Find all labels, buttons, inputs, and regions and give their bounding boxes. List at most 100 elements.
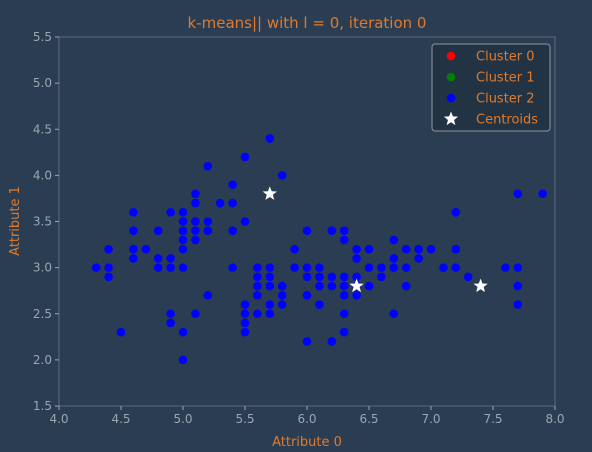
cluster-2-point xyxy=(265,309,275,319)
cluster-2-point xyxy=(277,281,287,291)
cluster-2-point xyxy=(253,281,262,291)
cluster-2-point xyxy=(538,189,547,199)
cluster-2-point xyxy=(203,291,213,300)
cluster-2-point xyxy=(389,309,399,319)
cluster-2-point xyxy=(178,244,188,254)
y-tick-label: 2.5 xyxy=(33,307,52,321)
cluster-2-point xyxy=(414,254,423,263)
cluster-2-point xyxy=(191,235,200,245)
y-tick-label: 4.5 xyxy=(33,122,52,136)
cluster-2-point xyxy=(277,300,287,309)
cluster-2-point xyxy=(315,272,324,282)
cluster-2-point xyxy=(414,244,423,254)
cluster-2-point xyxy=(364,281,374,291)
centroid-star xyxy=(262,186,277,200)
cluster-2-point xyxy=(327,337,337,346)
cluster-2-point xyxy=(265,134,275,143)
centroid-star xyxy=(473,278,488,293)
x-axis-label: Attribute 0 xyxy=(272,435,342,450)
cluster-2-point xyxy=(166,263,175,272)
cluster-2-point xyxy=(178,263,188,272)
cluster-2-point xyxy=(327,272,337,282)
cluster-2-point xyxy=(104,244,113,254)
x-tick-label: 6.0 xyxy=(297,412,316,426)
cluster-2-point xyxy=(401,244,411,254)
cluster-2-point xyxy=(253,263,262,272)
cluster-2-point xyxy=(191,226,200,236)
cluster-2-point xyxy=(513,263,523,272)
cluster-2-point xyxy=(129,254,138,263)
cluster-2-point xyxy=(339,309,349,319)
cluster-2-point xyxy=(463,272,473,282)
cluster-2-point xyxy=(228,263,237,272)
y-tick-label: 5.5 xyxy=(33,30,52,44)
cluster-2-point xyxy=(277,171,287,180)
cluster-2-point xyxy=(439,263,448,272)
cluster-2-point xyxy=(352,254,361,263)
legend-label-cluster-0: Cluster 0 xyxy=(476,50,535,65)
cluster-2-point xyxy=(389,254,399,263)
cluster-2-point xyxy=(339,291,349,300)
y-tick-label: 3.5 xyxy=(33,215,52,229)
cluster-2-point xyxy=(315,281,324,291)
cluster-2-point xyxy=(290,263,299,272)
cluster-2-point xyxy=(501,263,510,272)
cluster-2-point xyxy=(377,263,386,272)
cluster-2-point xyxy=(451,244,461,254)
cluster-2-point xyxy=(228,226,237,236)
y-axis-label: Attribute 1 xyxy=(8,186,23,256)
x-tick-label: 4.0 xyxy=(49,412,68,426)
x-axis-ticks: 4.0 4.5 5.0 5.5 6.0 6.5 7.0 7.5 8.0 xyxy=(49,406,565,426)
centroid-star xyxy=(349,278,364,293)
cluster-2-point xyxy=(302,337,312,346)
cluster-2-point xyxy=(253,291,262,300)
cluster-2-point xyxy=(191,309,200,319)
cluster-2-point xyxy=(141,244,151,254)
cluster-2-point xyxy=(240,309,250,319)
cluster-2-point xyxy=(451,263,461,272)
legend-label-cluster-2: Cluster 2 xyxy=(476,92,535,107)
y-tick-label: 1.5 xyxy=(33,399,52,413)
cluster-2-point xyxy=(513,281,523,291)
cluster-2-point xyxy=(166,254,175,263)
cluster-2-point xyxy=(339,235,349,245)
cluster-2-point xyxy=(265,300,275,309)
cluster-2-point xyxy=(228,198,237,208)
cluster-2-point xyxy=(389,263,399,272)
cluster-2-point xyxy=(339,281,349,291)
x-tick-label: 6.5 xyxy=(359,412,378,426)
cluster-2-point xyxy=(302,291,312,300)
cluster-2-point xyxy=(104,272,113,282)
cluster-2-point xyxy=(290,244,299,254)
x-tick-label: 7.5 xyxy=(483,412,502,426)
cluster-2-point xyxy=(426,244,436,254)
cluster-2-point xyxy=(265,263,275,272)
cluster-2-point xyxy=(178,235,188,245)
cluster-2-point xyxy=(377,272,386,282)
cluster-2-point xyxy=(352,272,361,282)
x-tick-label: 5.5 xyxy=(235,412,254,426)
cluster-2-point xyxy=(178,327,188,337)
cluster-2-point xyxy=(203,161,213,171)
x-tick-label: 4.5 xyxy=(111,412,130,426)
cluster-2-point xyxy=(327,281,337,291)
points-layer xyxy=(91,134,547,365)
y-tick-label: 5.0 xyxy=(33,76,52,90)
cluster-2-point xyxy=(240,217,250,226)
legend-marker-cluster-0 xyxy=(446,51,456,61)
legend-marker-cluster-2 xyxy=(446,93,456,103)
cluster-2-point xyxy=(178,355,188,365)
y-tick-label: 3.0 xyxy=(33,261,52,275)
cluster-2-point xyxy=(129,244,138,254)
cluster-2-point xyxy=(129,226,138,236)
x-tick-label: 7.0 xyxy=(421,412,440,426)
legend-box xyxy=(431,43,551,132)
cluster-2-point xyxy=(116,327,126,337)
cluster-2-point xyxy=(315,300,324,309)
cluster-2-point xyxy=(203,217,213,226)
cluster-2-point xyxy=(339,327,349,337)
cluster-2-point xyxy=(166,318,175,328)
cluster-2-point xyxy=(364,244,374,254)
cluster-2-point xyxy=(389,235,399,245)
cluster-2-point xyxy=(513,300,523,309)
